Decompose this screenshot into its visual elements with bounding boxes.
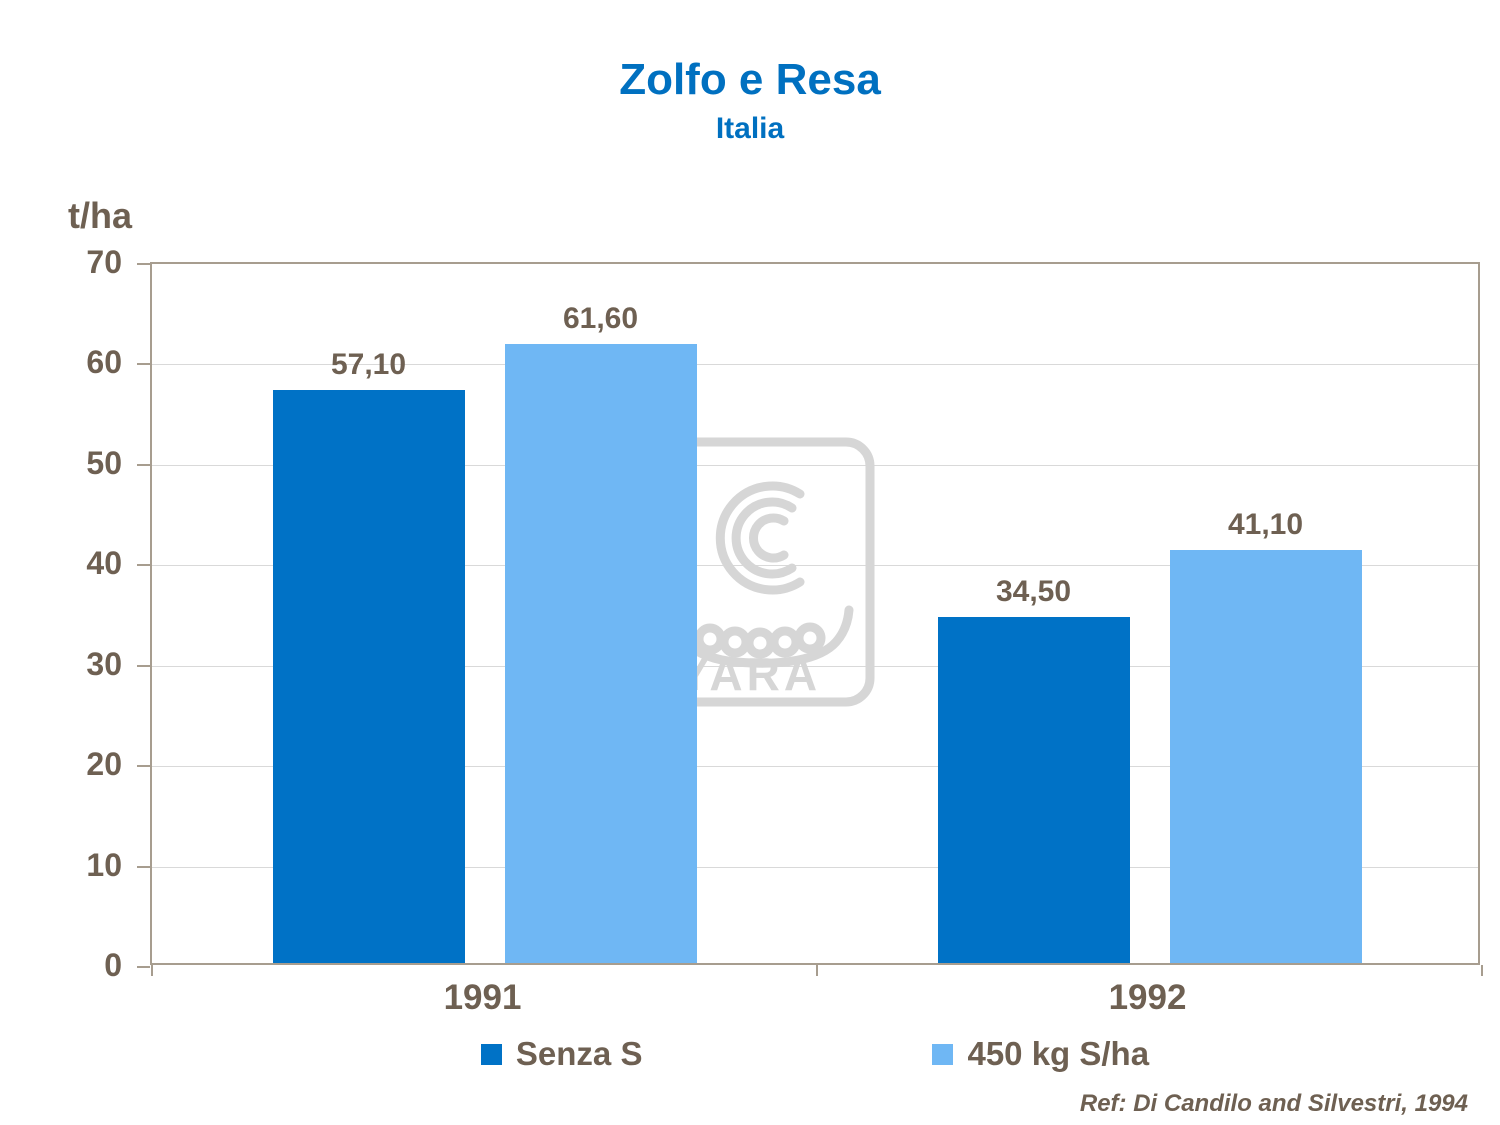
legend-label: Senza S bbox=[515, 1035, 643, 1072]
bar-1991-senza-s bbox=[272, 389, 465, 963]
x-axis-labels: 1991 1992 bbox=[150, 978, 1480, 1022]
bar-value-label: 41,10 bbox=[1227, 508, 1304, 542]
bar-value-label: 34,50 bbox=[995, 574, 1072, 608]
legend-marker bbox=[480, 1043, 502, 1065]
gridline bbox=[152, 464, 1478, 466]
x-axis-tick bbox=[1481, 965, 1483, 976]
bar-1992-450-kg-s/ha bbox=[1169, 550, 1362, 963]
legend-item-senza-s: Senza S bbox=[480, 1035, 643, 1073]
y-axis-tick bbox=[137, 564, 150, 567]
legend: Senza S 450 kg S/ha bbox=[150, 1032, 1480, 1076]
bar-value-label: 57,10 bbox=[330, 347, 407, 381]
y-tick-label: 40 bbox=[86, 545, 122, 582]
legend-marker bbox=[932, 1043, 954, 1065]
y-tick-label: 10 bbox=[86, 846, 122, 883]
reference-text: Ref: Di Candilo and Silvestri, 1994 bbox=[1079, 1090, 1468, 1117]
y-axis-tick bbox=[137, 363, 150, 366]
y-axis-tick bbox=[137, 463, 150, 466]
x-axis-tick bbox=[151, 965, 153, 976]
x-tick-label: 1992 bbox=[1108, 978, 1187, 1017]
y-axis-tick bbox=[137, 966, 150, 968]
watermark-text: YARA bbox=[679, 648, 821, 700]
gridline bbox=[152, 565, 1478, 567]
gridline bbox=[152, 766, 1478, 768]
chart-subtitle: Italia bbox=[715, 112, 785, 145]
gridline bbox=[152, 866, 1478, 868]
y-axis-tick bbox=[137, 263, 150, 265]
bar-1992-senza-s bbox=[937, 616, 1130, 963]
x-axis-tick bbox=[816, 965, 818, 976]
legend-label: 450 kg S/ha bbox=[967, 1035, 1150, 1072]
plot-area: YARA 57,10 61,60 34,50 41,10 bbox=[137, 262, 1483, 976]
y-tick-label: 0 bbox=[104, 947, 122, 983]
bar-value-label: 61,60 bbox=[562, 302, 639, 336]
y-tick-label: 30 bbox=[86, 645, 122, 682]
y-tick-label: 20 bbox=[86, 746, 122, 783]
gridline bbox=[152, 665, 1478, 667]
y-axis-tick bbox=[137, 664, 150, 667]
y-tick-label: 50 bbox=[86, 444, 122, 481]
y-axis-tick bbox=[137, 865, 150, 868]
legend-item-450-kg-s/ha: 450 kg S/ha bbox=[932, 1035, 1149, 1073]
bar-1991-450-kg-s/ha bbox=[504, 344, 697, 963]
x-tick-label: 1991 bbox=[443, 978, 522, 1017]
y-tick-label: 60 bbox=[86, 344, 122, 381]
gridline bbox=[152, 364, 1478, 366]
y-axis-tick bbox=[137, 765, 150, 768]
y-axis-tick-labels: 0 10 20 30 40 50 60 70 bbox=[0, 244, 136, 983]
chart-title: Zolfo e Resa bbox=[619, 55, 881, 104]
y-axis-title: t/ha bbox=[68, 195, 133, 236]
y-tick-label: 70 bbox=[86, 244, 122, 280]
